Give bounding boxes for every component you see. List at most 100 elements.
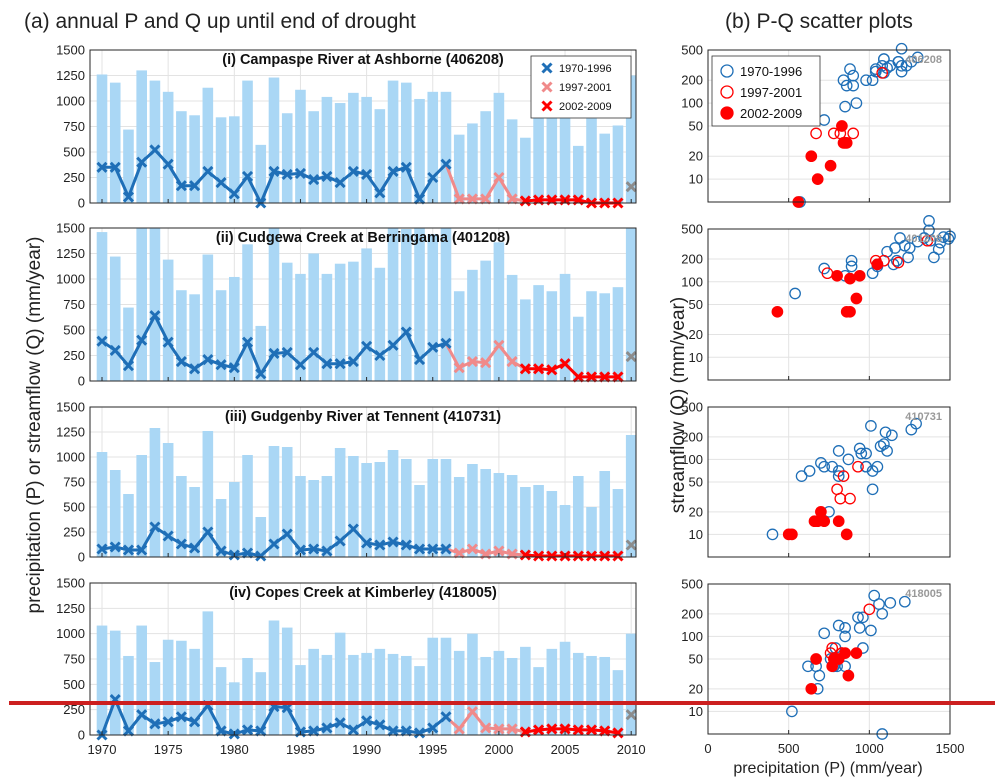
scatter-panel-1: 10 20 50 100 200 500 406208 1970-1996 1997-2001 2… xyxy=(681,42,951,208)
precip-bar xyxy=(493,650,505,735)
precip-bar xyxy=(453,134,465,203)
y-tick-label: 1500 xyxy=(56,43,85,58)
legend-label: 2002-2009 xyxy=(740,106,802,121)
precip-bar xyxy=(149,662,161,735)
flow-marker xyxy=(308,173,320,186)
precip-bar xyxy=(202,431,214,557)
y-tick-label: 100 xyxy=(681,274,703,289)
scatter-point xyxy=(818,460,831,473)
precip-bar xyxy=(295,273,306,381)
precip-bar xyxy=(308,648,319,735)
flow-marker xyxy=(599,725,611,737)
y-tick-label: 50 xyxy=(689,297,703,312)
flow-marker xyxy=(493,171,505,184)
scatter-point xyxy=(878,438,890,450)
y-tick-label: 750 xyxy=(63,652,85,667)
precip-bar xyxy=(136,625,147,735)
scatter-point xyxy=(850,97,863,109)
ts-panel-4: 0 250 500 750 1000 1250 1500 1970 1975 1980 1985 19… xyxy=(56,576,646,758)
scatter-point xyxy=(832,515,845,528)
flow-marker xyxy=(453,547,465,559)
scatter-point xyxy=(832,445,845,457)
y-tick-label: 500 xyxy=(681,400,703,415)
flow-marker xyxy=(400,326,412,338)
scatter-point xyxy=(857,611,869,624)
precip-bar xyxy=(387,228,399,381)
flow-marker xyxy=(546,723,558,735)
flow-marker xyxy=(294,167,307,179)
precip-bar xyxy=(374,462,386,557)
precip-bar xyxy=(467,123,478,203)
legend-label: 1970-1996 xyxy=(559,63,612,75)
precip-bar xyxy=(440,459,452,557)
precip-bar xyxy=(599,133,611,203)
precip-bar xyxy=(268,228,280,381)
flow-marker xyxy=(546,550,558,562)
scatter-point xyxy=(852,611,864,624)
precip-bar xyxy=(109,256,121,381)
flow-marker xyxy=(334,535,346,547)
scatter-point xyxy=(810,653,822,665)
precip-bar xyxy=(334,632,346,735)
flow-marker xyxy=(361,715,373,727)
flow-marker xyxy=(321,722,333,734)
y-tick-label: 20 xyxy=(689,149,703,164)
precip-bar xyxy=(520,137,531,203)
flow-marker xyxy=(136,156,148,168)
precip-bar xyxy=(440,228,452,381)
y-tick-label: 1000 xyxy=(56,450,85,465)
x-tick-label: 500 xyxy=(778,741,800,756)
precip-bar xyxy=(559,273,571,381)
flow-marker xyxy=(466,193,479,205)
flow-marker xyxy=(572,724,584,736)
legend-marker xyxy=(541,62,553,74)
flow-marker xyxy=(189,716,201,728)
scatter-point xyxy=(866,483,879,496)
ts-panel-2: 0 250 500 750 1000 1250 1500 (ii) Cudgewa Creek… xyxy=(56,221,637,389)
scatter-point xyxy=(847,69,860,82)
panel-title: (ii) Cudgewa Creek at Berringama (401208… xyxy=(216,230,510,246)
scatter-point xyxy=(902,251,914,264)
scatter-point xyxy=(844,63,856,75)
flow-marker xyxy=(228,188,240,200)
y-tick-label: 500 xyxy=(681,577,703,592)
precip-bar xyxy=(453,291,465,381)
scatter-point xyxy=(895,59,908,72)
flow-marker xyxy=(122,191,135,203)
panel-title: (iii) Gudgenby River at Tennent (410731) xyxy=(225,409,501,425)
flow-marker xyxy=(440,337,452,349)
precip-bar xyxy=(414,228,425,381)
scatter-point xyxy=(895,42,908,55)
flow-line-2002-2009 xyxy=(525,553,618,558)
flow-marker xyxy=(255,725,267,737)
precip-bar xyxy=(308,480,319,557)
ylabel-a: precipitation (P) or streamflow (Q) (mm/… xyxy=(24,237,45,614)
flow-marker xyxy=(625,181,637,193)
flow-marker xyxy=(361,537,373,549)
x-tick-label: 1975 xyxy=(154,742,183,757)
precip-bar xyxy=(242,80,253,203)
legend-marker xyxy=(720,64,734,78)
precip-bar xyxy=(387,80,399,203)
precip-bar xyxy=(123,655,134,735)
precip-bar xyxy=(348,654,359,735)
plot-frame xyxy=(89,227,637,382)
scatter-point xyxy=(942,233,955,245)
ts-legend: 1970-1996 1997-2001 2002-2009 xyxy=(530,55,632,119)
ts-panel-1: 0 250 500 750 1000 1250 1500 (i) Campaspe River… xyxy=(56,43,637,211)
precip-bar xyxy=(123,307,134,381)
y-tick-label: 0 xyxy=(78,728,85,743)
flow-marker xyxy=(215,725,227,737)
scatter-point xyxy=(903,242,916,254)
y-tick-label: 250 xyxy=(63,525,85,540)
flow-marker xyxy=(533,550,545,562)
precip-bar xyxy=(189,294,200,381)
precip-bar xyxy=(546,116,558,203)
precip-bar xyxy=(520,646,531,735)
precip-bar xyxy=(229,276,240,381)
flow-marker xyxy=(519,363,531,375)
precip-bar xyxy=(361,248,372,381)
precip-bar xyxy=(467,269,478,381)
y-tick-label: 500 xyxy=(63,500,85,515)
precip-bar xyxy=(281,627,293,735)
